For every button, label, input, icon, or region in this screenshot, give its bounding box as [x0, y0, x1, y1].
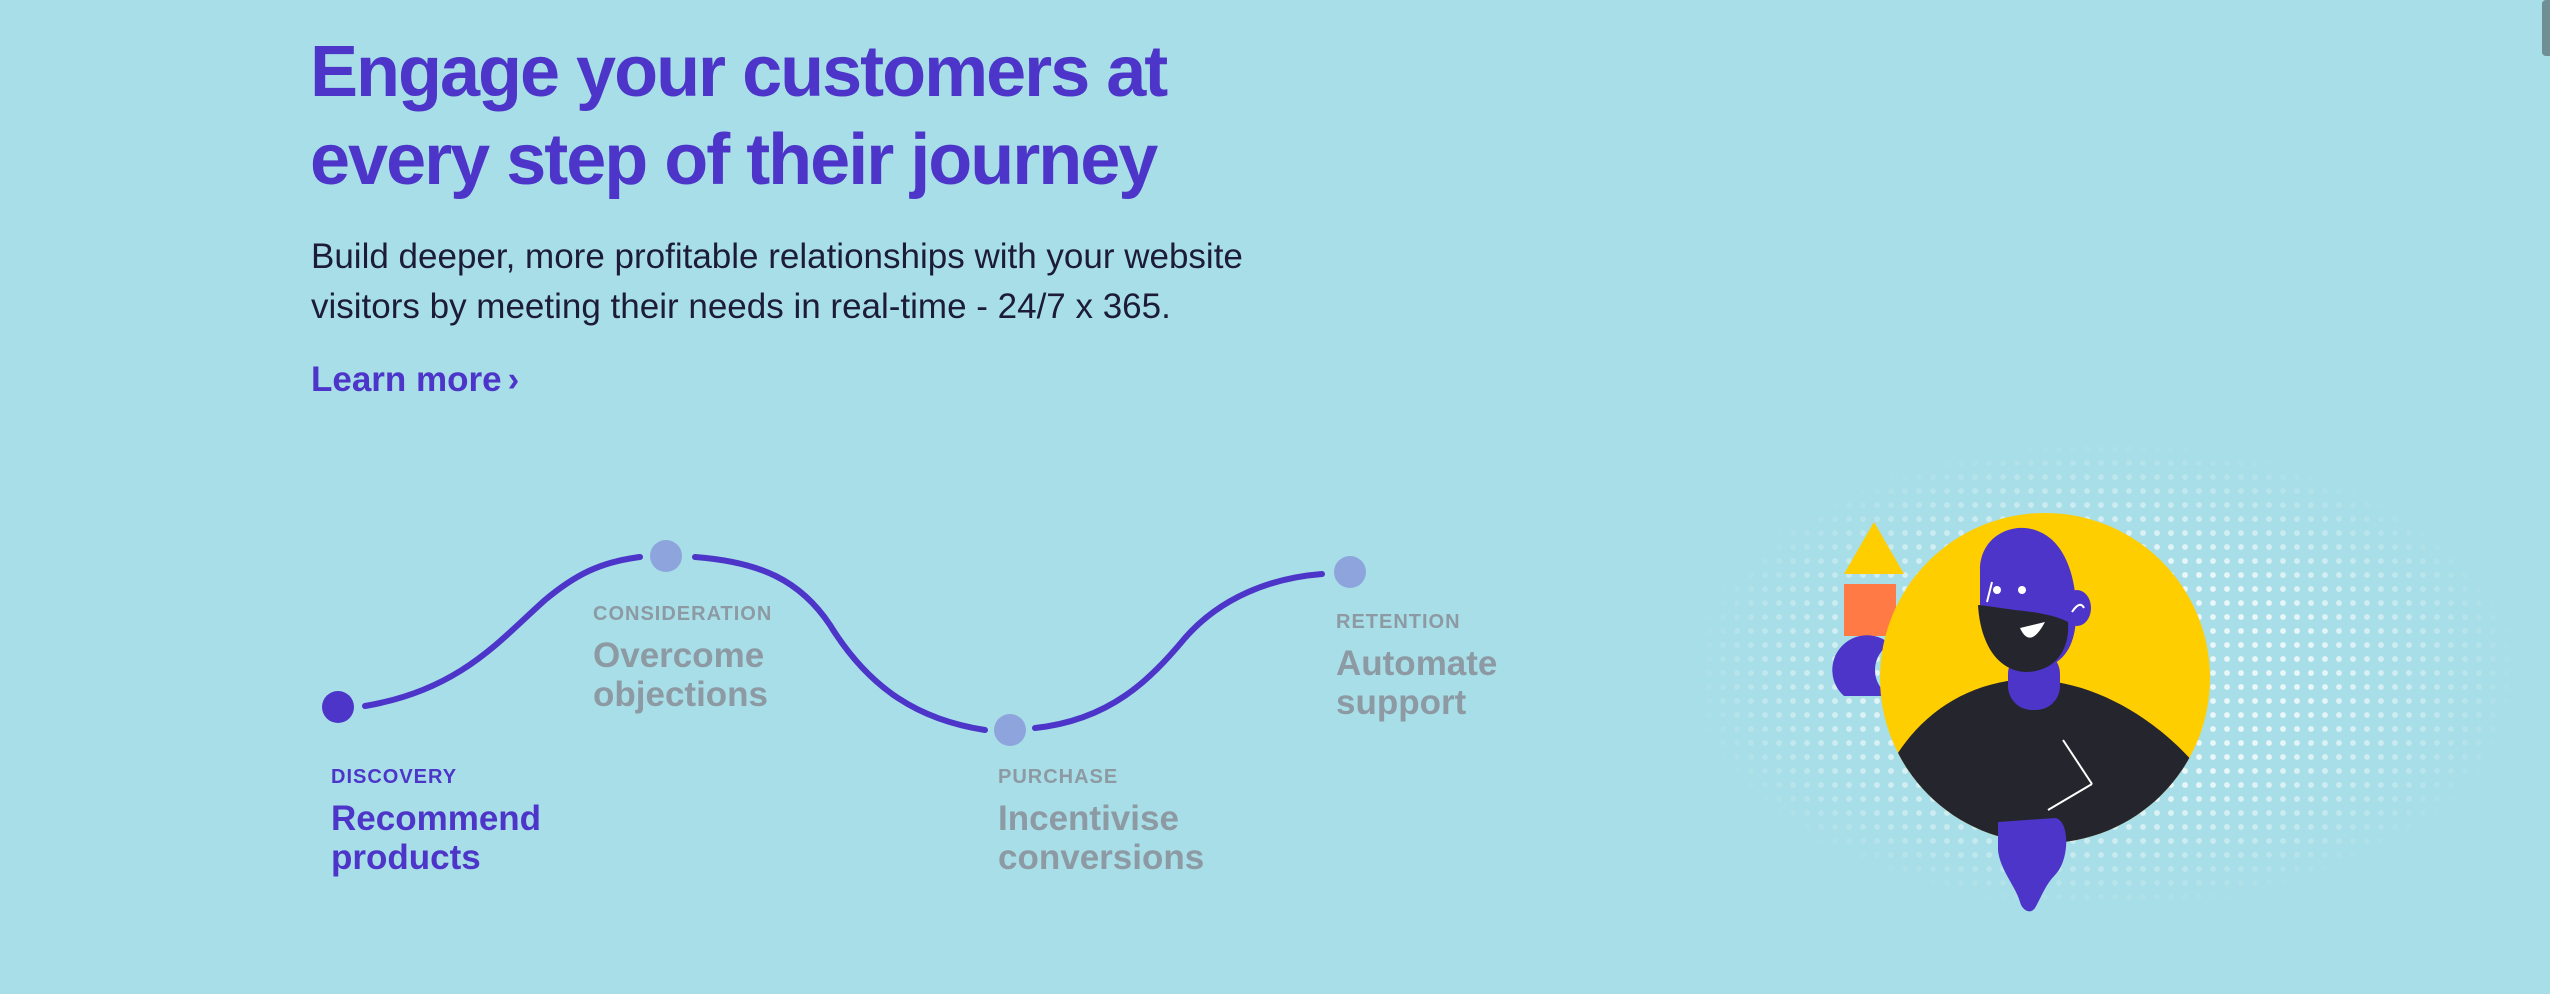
journey-node-consideration[interactable]: [650, 540, 682, 572]
triangle-icon: [1844, 522, 1904, 574]
eye: [1993, 586, 2001, 594]
stage-title: Recommend products: [331, 799, 541, 877]
hero-subtitle: Build deeper, more profitable relationsh…: [311, 232, 1351, 332]
stage-label: DISCOVERY: [331, 766, 458, 788]
stage-title-line: Incentivise: [998, 799, 1179, 838]
hero-title-line-1: Engage your customers at: [310, 32, 1168, 112]
stage-title-line: support: [1336, 683, 1467, 722]
scrollbar-thumb[interactable]: [2542, 0, 2550, 56]
stage-title-line: products: [331, 838, 481, 877]
body-shape: [1880, 679, 2210, 843]
half-circle-icon: [1832, 635, 1890, 696]
hero-title-line-2: every step of their journey: [310, 120, 1158, 200]
journey-path: [362, 554, 643, 709]
mouth: [2020, 622, 2045, 638]
journey-node-purchase[interactable]: [994, 714, 1026, 746]
learn-more-label: Learn more: [311, 360, 502, 399]
learn-more-link[interactable]: Learn more ›: [311, 360, 519, 400]
person-illustration: [1832, 513, 2210, 912]
stage-title-line: conversions: [998, 838, 1205, 877]
stage-title-line: objections: [593, 675, 769, 714]
journey-node-discovery[interactable]: [322, 691, 354, 723]
journey-node-retention[interactable]: [1334, 556, 1366, 588]
stage-title-line: Overcome: [593, 636, 765, 675]
ear: [2063, 590, 2091, 626]
hero-subtitle-line-2: visitors by meeting their needs in real-…: [311, 287, 1171, 326]
beard: [1978, 605, 2069, 672]
stage-title: Overcome objections: [593, 636, 772, 714]
eye: [2018, 586, 2026, 594]
stage-purchase[interactable]: PURCHASE Incentivise conversions: [998, 766, 1204, 877]
journey-path: [692, 554, 988, 733]
chevron-right-icon: ›: [507, 360, 520, 399]
journey-path: [1032, 571, 1325, 731]
hero-subtitle-line-1: Build deeper, more profitable relationsh…: [311, 237, 1243, 276]
stage-consideration[interactable]: CONSIDERATION Overcome objections: [593, 603, 772, 714]
stage-retention[interactable]: RETENTION Automate support: [1336, 611, 1497, 722]
stage-label: CONSIDERATION: [593, 603, 773, 625]
stage-label: PURCHASE: [998, 766, 1119, 788]
stage-title: Incentivise conversions: [998, 799, 1204, 877]
hand: [1998, 818, 2067, 912]
stage-discovery[interactable]: DISCOVERY Recommend products: [331, 766, 541, 877]
square-icon: [1844, 584, 1896, 636]
stage-title-line: Automate: [1336, 644, 1498, 683]
stage-title: Automate support: [1336, 644, 1497, 722]
stage-label: RETENTION: [1336, 611, 1461, 633]
stage-title-line: Recommend: [331, 799, 542, 838]
hero-title: Engage your customers at every step of t…: [310, 28, 1310, 204]
